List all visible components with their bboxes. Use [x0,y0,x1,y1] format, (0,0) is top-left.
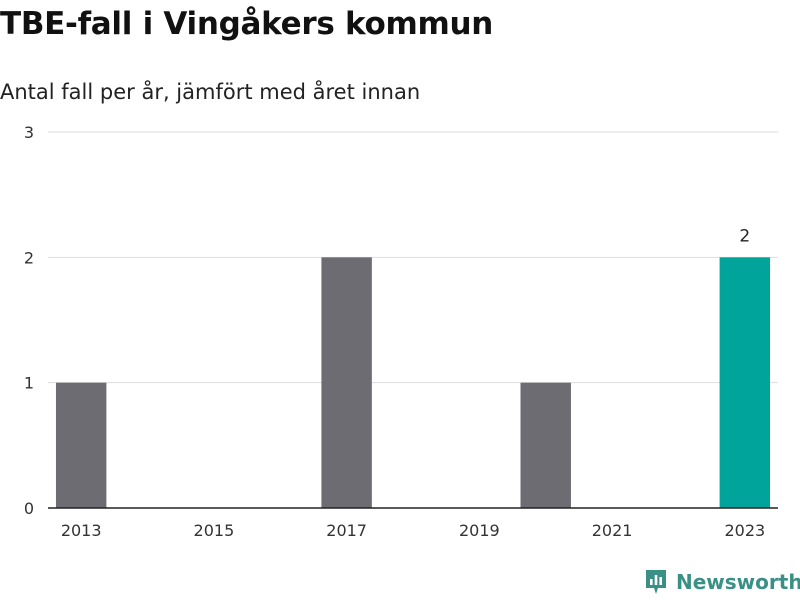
x-axis-ticks: 2013 2015 2017 2019 2021 2023 [61,521,765,540]
chart-subtitle: Antal fall per år, jämfört med året inna… [0,80,421,104]
x-tick-label: 2015 [194,521,235,540]
x-tick-label: 2023 [724,521,765,540]
x-tick-label: 2013 [61,521,102,540]
y-tick-label: 3 [24,123,34,142]
gridlines [48,131,778,384]
bar [55,382,107,508]
y-axis-ticks: 0 1 2 3 [24,123,34,518]
x-tick-label: 2021 [592,521,633,540]
newsworthy-logo[interactable]: Newsworthy [644,568,800,596]
bar-chart-pin-icon [646,570,666,594]
chart-title: TBE-fall i Vingåkers kommun [0,6,494,42]
data-labels: 2 [739,226,750,246]
x-tick-label: 2017 [326,521,367,540]
y-tick-label: 1 [24,374,34,393]
y-tick-label: 0 [24,499,34,518]
bar [719,257,771,508]
bar [520,382,571,508]
brand-name: Newsworthy [676,570,800,594]
bars [55,257,771,508]
x-tick-label: 2019 [459,521,500,540]
bar-chart: 0 1 2 3 2013 2015 2017 2019 2021 2023 2 [24,123,778,540]
data-label: 2 [739,226,750,246]
y-tick-label: 2 [24,248,34,267]
bar [321,257,372,508]
